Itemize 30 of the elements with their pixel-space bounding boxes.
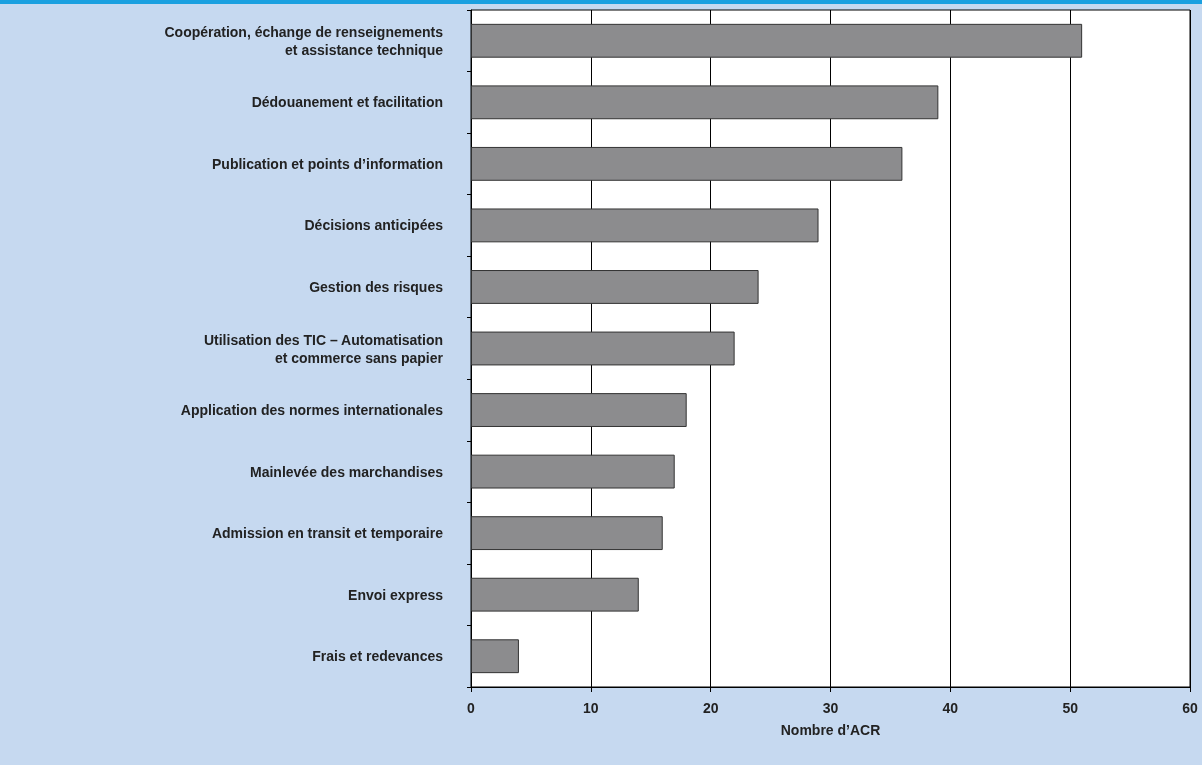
y-tick-label: Décisions anticipées	[304, 217, 444, 234]
x-tick-label: 30	[822, 700, 839, 716]
y-tick-label: Gestion des risques	[309, 278, 444, 295]
bar	[471, 85, 939, 120]
y-tick-label: Admission en transit et temporaire	[211, 525, 444, 542]
bar	[471, 393, 687, 427]
y-tick-label: Coopération, échange de renseignements et assistance technique	[164, 23, 444, 58]
bar	[471, 23, 1083, 58]
y-tick-label: Envoi express	[348, 586, 444, 603]
bar	[471, 516, 663, 551]
y-tick-label: Frais et redevances	[312, 648, 444, 665]
x-tick-label: 10	[583, 700, 599, 716]
y-tick-label: Application des normes internationales	[180, 402, 444, 419]
y-tick-label: Mainlevée des marchandises	[250, 463, 444, 480]
bar	[471, 331, 735, 366]
x-tick-label: 60	[1182, 700, 1198, 716]
y-tick-label: Dédouanement et facilitation	[251, 94, 443, 111]
x-tick-label: 50	[1062, 700, 1079, 716]
x-tick-label: 0	[467, 700, 476, 716]
y-tick-label: Utilisation des TIC – Automatisation et commerce sans papier	[203, 331, 444, 366]
bar	[471, 577, 639, 612]
bar	[471, 146, 903, 181]
bar	[471, 208, 819, 243]
bar	[471, 639, 519, 674]
bar	[471, 270, 759, 304]
y-tick-label: Publication et points d’information	[212, 155, 443, 172]
x-axis-title: Nombre d’ACR	[780, 722, 881, 738]
bar	[471, 454, 675, 489]
x-tick-label: 20	[702, 700, 719, 716]
x-tick-label: 40	[942, 700, 959, 716]
